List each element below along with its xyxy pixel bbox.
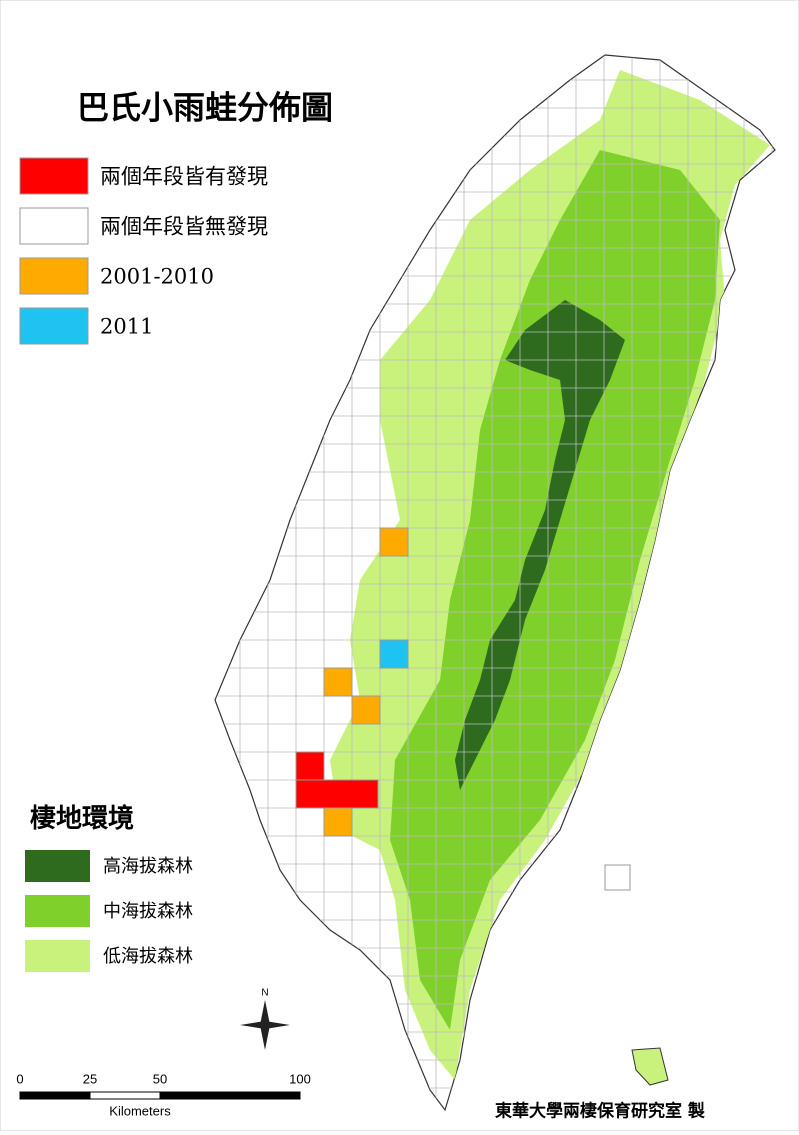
legend-label: 兩個年段皆無發現	[100, 215, 268, 239]
legend-label: 兩個年段皆有發現	[100, 165, 268, 189]
north-arrow: N	[240, 988, 290, 1050]
habitat-swatch	[25, 850, 90, 882]
habitat-label: 低海拔森林	[103, 946, 193, 967]
habitat-swatch	[25, 940, 90, 972]
mid-forest	[390, 150, 720, 1030]
legend-label: 2001-2010	[100, 265, 214, 289]
cell-2001	[323, 807, 353, 837]
scale-tick-label: 0	[16, 1071, 23, 1086]
title: 巴氏小雨蛙分佈圖	[77, 89, 333, 127]
legend-swatch	[19, 307, 89, 345]
scale-tick-label: 100	[289, 1071, 311, 1086]
legend-label: 2011	[100, 315, 153, 339]
scale-segment	[89, 1091, 161, 1100]
scale-bar: 0 25 50 100 Kilometers	[16, 1071, 310, 1118]
green-island	[604, 864, 631, 891]
habitat-label: 中海拔森林	[103, 901, 193, 922]
scale-segment	[159, 1091, 301, 1100]
habitat-title: 棲地環境	[30, 803, 134, 834]
credit: 東華大學兩棲保育研究室 製	[495, 1101, 705, 1122]
orchid-island	[631, 1047, 669, 1086]
cell-2011	[379, 639, 409, 669]
north-label: N	[261, 988, 268, 999]
high-forest	[455, 300, 625, 790]
legend-swatch	[19, 207, 89, 245]
scale-tick-label: 25	[83, 1071, 97, 1086]
scale-segment	[19, 1091, 91, 1100]
cell-2001	[323, 667, 353, 697]
cell-2001	[351, 695, 381, 725]
survey-cells	[295, 527, 409, 837]
scale-unit: Kilometers	[109, 1103, 171, 1118]
cell-both	[295, 751, 325, 781]
habitat-label: 高海拔森林	[103, 856, 193, 877]
legend-swatch	[19, 257, 89, 295]
habitat-swatch	[25, 895, 90, 927]
scale-tick-label: 50	[153, 1071, 167, 1086]
cell-2001	[379, 527, 409, 557]
legend-swatch	[19, 157, 89, 195]
cell-both	[295, 779, 379, 809]
